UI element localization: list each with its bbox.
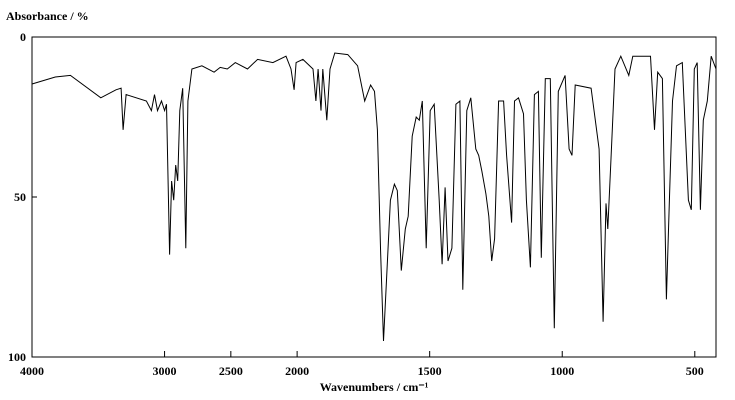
x-tick-label: 1500 [418, 364, 442, 378]
x-axis-label: Wavenumbers / cm⁻¹ [320, 380, 429, 394]
x-tick-label: 2000 [285, 364, 309, 378]
x-tick-label: 3000 [153, 364, 177, 378]
y-axis-label: Absorbance / % [6, 9, 89, 23]
x-tick-label: 500 [686, 364, 704, 378]
plot-frame [31, 36, 717, 358]
y-tick-label: 0 [20, 30, 26, 44]
y-tick-label: 50 [14, 190, 26, 204]
spectrum-line [31, 52, 717, 342]
x-tick-label: 1000 [550, 364, 574, 378]
x-tick-label: 4000 [20, 364, 44, 378]
x-tick-label: 2500 [219, 364, 243, 378]
y-tick-label: 100 [8, 350, 26, 364]
